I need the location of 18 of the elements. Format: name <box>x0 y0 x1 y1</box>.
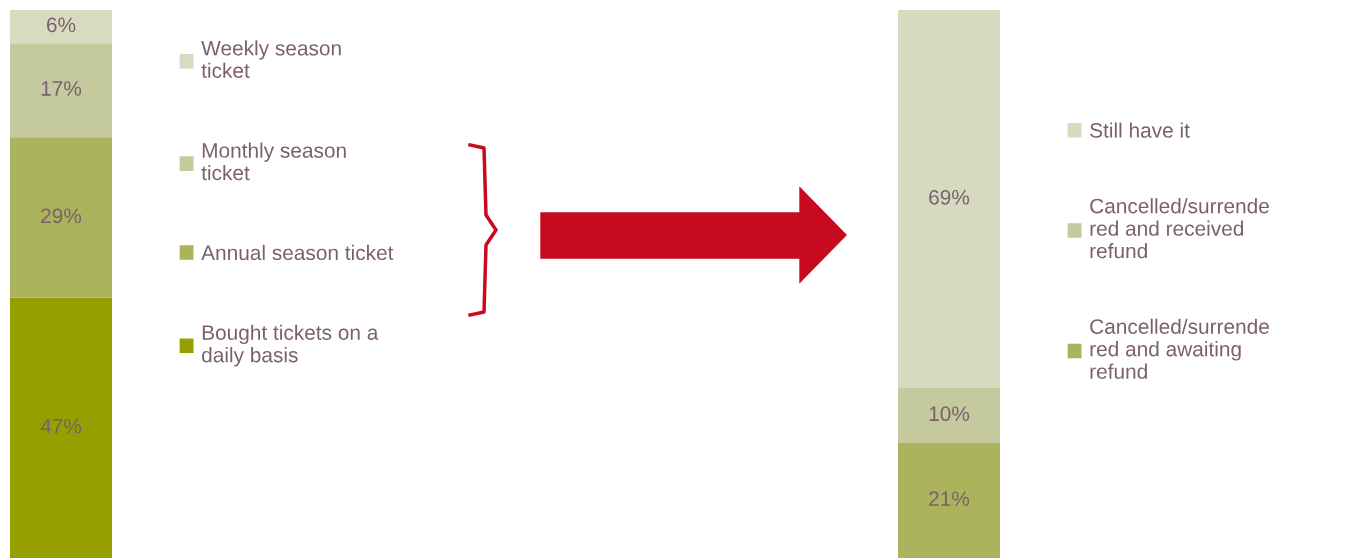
data-label: 21% <box>929 491 970 506</box>
bar <box>10 10 112 44</box>
bar <box>10 297 112 558</box>
legend-label: Monthly season ticket <box>201 142 346 181</box>
legend-label: Cancelled/surrende red and received refund <box>1090 198 1269 259</box>
data-label: 6% <box>47 17 76 33</box>
data-label: 29% <box>41 208 82 224</box>
legend-label: Still have it <box>1090 122 1190 138</box>
legend-label: Cancelled/surrende red and awaiting refund <box>1090 318 1269 379</box>
data-label: 69% <box>929 189 970 205</box>
bar <box>10 43 112 138</box>
data-label: 17% <box>41 81 82 96</box>
legend-label: Bought tickets on a daily basis <box>202 324 379 367</box>
data-label: 47% <box>40 418 82 434</box>
data-label: 10% <box>929 406 970 422</box>
legend-label: Weekly season ticket <box>201 40 341 78</box>
legend-label: Annual season ticket <box>201 244 394 261</box>
bar <box>10 137 112 298</box>
